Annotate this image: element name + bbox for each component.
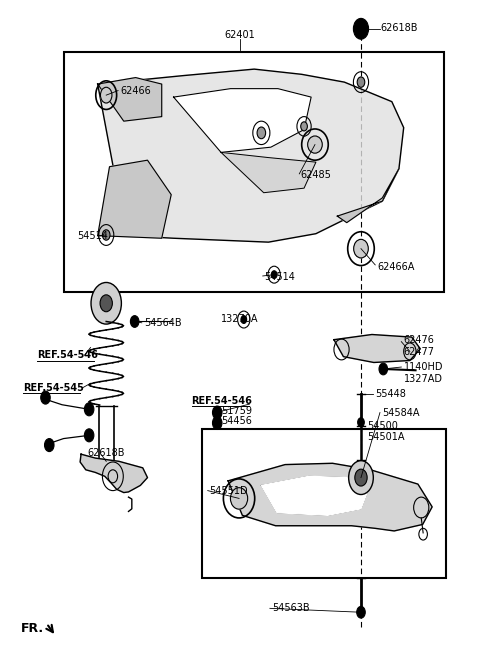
- Circle shape: [91, 283, 121, 324]
- Circle shape: [84, 429, 94, 442]
- Polygon shape: [337, 169, 399, 222]
- Text: 62477: 62477: [404, 347, 435, 357]
- Circle shape: [348, 461, 373, 495]
- Polygon shape: [334, 335, 420, 363]
- Text: REF.54-546: REF.54-546: [192, 396, 252, 406]
- Circle shape: [84, 403, 94, 416]
- Circle shape: [355, 469, 367, 486]
- Circle shape: [102, 230, 110, 240]
- Text: 54584A: 54584A: [383, 407, 420, 418]
- Circle shape: [41, 391, 50, 404]
- Text: 54500: 54500: [367, 420, 398, 430]
- Circle shape: [357, 77, 365, 87]
- Text: REF.54-546: REF.54-546: [37, 350, 98, 360]
- Polygon shape: [97, 160, 171, 238]
- Circle shape: [213, 417, 222, 430]
- Ellipse shape: [308, 136, 322, 153]
- Circle shape: [213, 406, 222, 419]
- Text: 54563B: 54563B: [272, 604, 310, 613]
- Text: 54456: 54456: [221, 416, 252, 426]
- Polygon shape: [80, 454, 147, 493]
- Text: FR.: FR.: [21, 622, 44, 635]
- Text: 1327AD: 1327AD: [404, 374, 443, 384]
- Ellipse shape: [354, 239, 368, 258]
- Text: 62466A: 62466A: [378, 262, 415, 272]
- Circle shape: [241, 316, 247, 323]
- Text: 54514: 54514: [77, 231, 108, 241]
- Polygon shape: [97, 69, 404, 242]
- Circle shape: [379, 363, 387, 375]
- Circle shape: [131, 316, 139, 327]
- Ellipse shape: [100, 87, 112, 103]
- Text: 62485: 62485: [301, 170, 332, 180]
- Circle shape: [271, 271, 277, 279]
- Text: 62618B: 62618B: [380, 23, 418, 33]
- Text: 13270A: 13270A: [221, 314, 259, 324]
- Text: 54501A: 54501A: [367, 432, 405, 442]
- Text: 62618B: 62618B: [87, 448, 125, 458]
- Bar: [64, 52, 444, 292]
- Polygon shape: [228, 463, 432, 531]
- Polygon shape: [174, 89, 311, 152]
- Text: 51759: 51759: [221, 406, 252, 417]
- Circle shape: [45, 439, 54, 451]
- Text: 1140HD: 1140HD: [404, 362, 443, 372]
- Text: 54551D: 54551D: [209, 485, 248, 496]
- Text: 62476: 62476: [404, 335, 434, 345]
- Text: 62401: 62401: [225, 30, 255, 40]
- Circle shape: [301, 122, 307, 131]
- Text: 54564B: 54564B: [144, 318, 182, 329]
- Ellipse shape: [230, 487, 248, 509]
- Circle shape: [100, 295, 112, 312]
- Circle shape: [358, 418, 364, 427]
- Bar: [202, 429, 446, 579]
- Polygon shape: [97, 77, 162, 121]
- Polygon shape: [221, 152, 316, 193]
- Text: 55448: 55448: [375, 390, 406, 400]
- Text: 54514: 54514: [264, 272, 295, 281]
- Circle shape: [353, 18, 369, 39]
- Circle shape: [257, 127, 265, 138]
- Text: 62466: 62466: [120, 85, 151, 96]
- Circle shape: [357, 606, 365, 618]
- Text: REF.54-545: REF.54-545: [23, 383, 84, 393]
- Polygon shape: [261, 476, 371, 516]
